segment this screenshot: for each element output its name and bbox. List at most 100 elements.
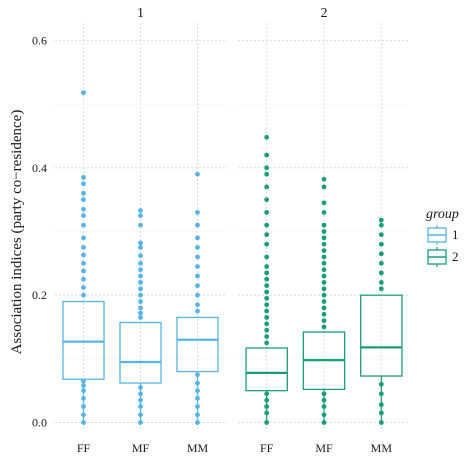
outlier-point	[195, 372, 200, 378]
outlier-point	[378, 410, 384, 416]
outlier-point	[138, 222, 143, 228]
outlier-point	[321, 273, 327, 279]
box-iqr	[245, 347, 288, 392]
outlier-point	[138, 213, 143, 218]
box-MF	[119, 208, 162, 425]
panel-strip-label: 2	[321, 6, 328, 21]
outlier-point	[138, 292, 143, 298]
outlier-point	[81, 412, 86, 418]
outlier-point	[195, 412, 200, 418]
panels-layer: 0.0 0.2 0.4 0.6 1 FF MF MM 2 FF MF MM	[32, 6, 410, 455]
outlier-point	[138, 280, 143, 285]
x-tick-label: MF	[315, 441, 333, 455]
outlier-point	[378, 420, 384, 425]
legend-title: group	[426, 207, 459, 222]
y-tick-label: 0.4	[32, 161, 47, 175]
outlier-point	[321, 248, 327, 254]
outlier-point	[138, 310, 143, 316]
panel-1: 1 FF MF MM	[55, 6, 226, 455]
outlier-point	[81, 292, 86, 298]
outlier-point	[321, 412, 327, 418]
outlier-point	[321, 229, 327, 234]
outlier-point	[264, 302, 270, 308]
box-FF	[62, 90, 105, 425]
outlier-point	[81, 285, 86, 290]
x-tick-label: FF	[260, 441, 274, 455]
outlier-point	[264, 184, 270, 190]
outlier-point	[195, 380, 200, 386]
outlier-point	[264, 334, 270, 339]
outlier-point	[378, 260, 384, 266]
outlier-point	[138, 260, 143, 266]
outlier-point	[81, 235, 86, 241]
outlier-point	[138, 299, 143, 304]
outlier-point	[138, 404, 143, 409]
outlier-point	[138, 397, 143, 403]
outlier-point	[264, 152, 270, 158]
box-iqr	[176, 316, 219, 373]
outlier-point	[195, 210, 200, 215]
y-axis-title: Association indices (party co−residence)	[9, 110, 25, 355]
box-MM	[360, 217, 403, 425]
outlier-point	[321, 420, 327, 425]
outlier-point	[138, 385, 143, 390]
outlier-point	[81, 378, 86, 384]
box-iqr	[119, 321, 162, 384]
outlier-point	[81, 181, 86, 187]
box-MM	[176, 171, 219, 425]
outlier-point	[321, 299, 327, 304]
outlier-point	[378, 402, 384, 408]
outlier-point	[195, 264, 200, 269]
outlier-point	[138, 240, 143, 246]
outlier-point	[195, 254, 200, 260]
outlier-point	[138, 391, 143, 397]
outlier-point	[321, 397, 327, 403]
outlier-point	[81, 420, 86, 425]
outlier-point	[195, 404, 200, 409]
outlier-point	[81, 174, 86, 180]
outlier-point	[321, 292, 327, 298]
outlier-point	[81, 276, 86, 282]
outlier-point	[264, 197, 270, 203]
outlier-point	[195, 308, 200, 314]
outlier-point	[264, 254, 270, 260]
outlier-point	[195, 245, 200, 250]
outlier-point	[264, 321, 270, 327]
outlier-point	[195, 235, 200, 241]
outlier-point	[321, 305, 327, 311]
outlier-point	[321, 324, 327, 330]
outlier-point	[321, 200, 327, 206]
outlier-point	[195, 273, 200, 279]
outlier-point	[81, 388, 86, 394]
box-iqr	[62, 300, 105, 380]
outlier-point	[264, 270, 270, 276]
outlier-point	[264, 289, 270, 295]
outlier-point	[321, 222, 327, 228]
outlier-point	[264, 295, 270, 301]
outlier-point	[378, 270, 384, 276]
outlier-point	[378, 286, 384, 292]
panel-strip-label: 1	[137, 6, 144, 21]
outlier-point	[195, 292, 200, 298]
outlier-point	[378, 222, 384, 228]
box-iqr	[360, 294, 403, 377]
outlier-point	[264, 397, 270, 403]
outlier-point	[378, 381, 384, 387]
outlier-point	[378, 251, 384, 257]
outlier-point	[264, 327, 270, 333]
legend-key	[427, 247, 447, 267]
box-FF	[245, 134, 288, 425]
outlier-point	[264, 241, 270, 247]
outlier-point	[195, 388, 200, 394]
outlier-point	[81, 252, 86, 258]
outlier-point	[264, 264, 270, 269]
outlier-point	[195, 395, 200, 401]
outlier-point	[264, 222, 270, 228]
outlier-point	[321, 391, 327, 397]
outlier-point	[378, 232, 384, 238]
outlier-point	[195, 283, 200, 289]
outlier-point	[321, 286, 327, 292]
outlier-point	[195, 171, 200, 177]
legend-label: 1	[452, 227, 459, 242]
outlier-point	[264, 276, 270, 282]
